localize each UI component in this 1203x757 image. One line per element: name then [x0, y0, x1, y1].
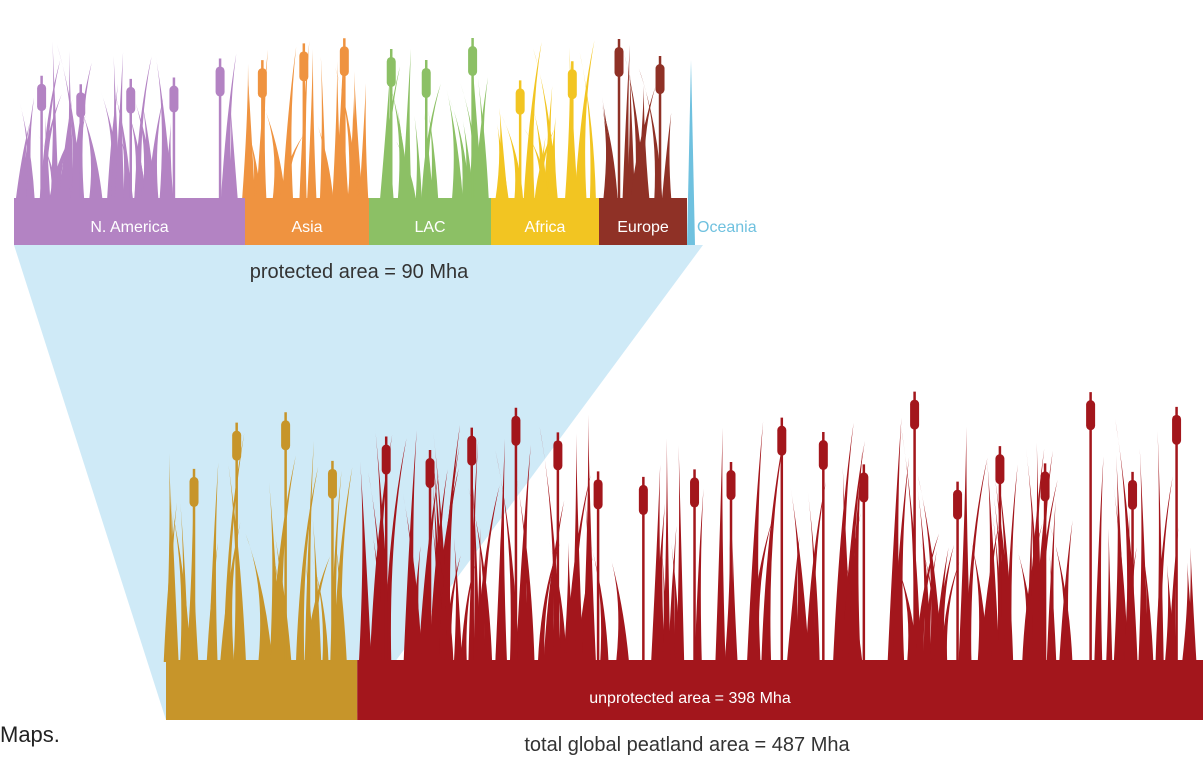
bar-oceania	[687, 60, 695, 245]
region-label-lac: LAC	[414, 219, 445, 236]
total-area-label: total global peatland area = 487 Mha	[524, 734, 850, 756]
region-label-oceania: Oceania	[697, 219, 757, 236]
region-label-europe: Europe	[617, 219, 669, 236]
region-label-n-america: N. America	[90, 219, 168, 236]
unprotected-area-label: unprotected area = 398 Mha	[589, 690, 791, 707]
side-caption: Maps.	[0, 722, 60, 748]
region-label-asia: Asia	[291, 219, 322, 236]
plants-n-america	[16, 41, 238, 200]
region-label-africa: Africa	[525, 219, 566, 236]
protected-area-label: protected area = 90 Mha	[250, 261, 469, 283]
plants-europe	[602, 39, 671, 200]
bar-protected-total	[166, 660, 357, 720]
plants-africa	[495, 40, 596, 200]
plants-asia	[242, 38, 368, 200]
plants-lac	[380, 38, 489, 200]
